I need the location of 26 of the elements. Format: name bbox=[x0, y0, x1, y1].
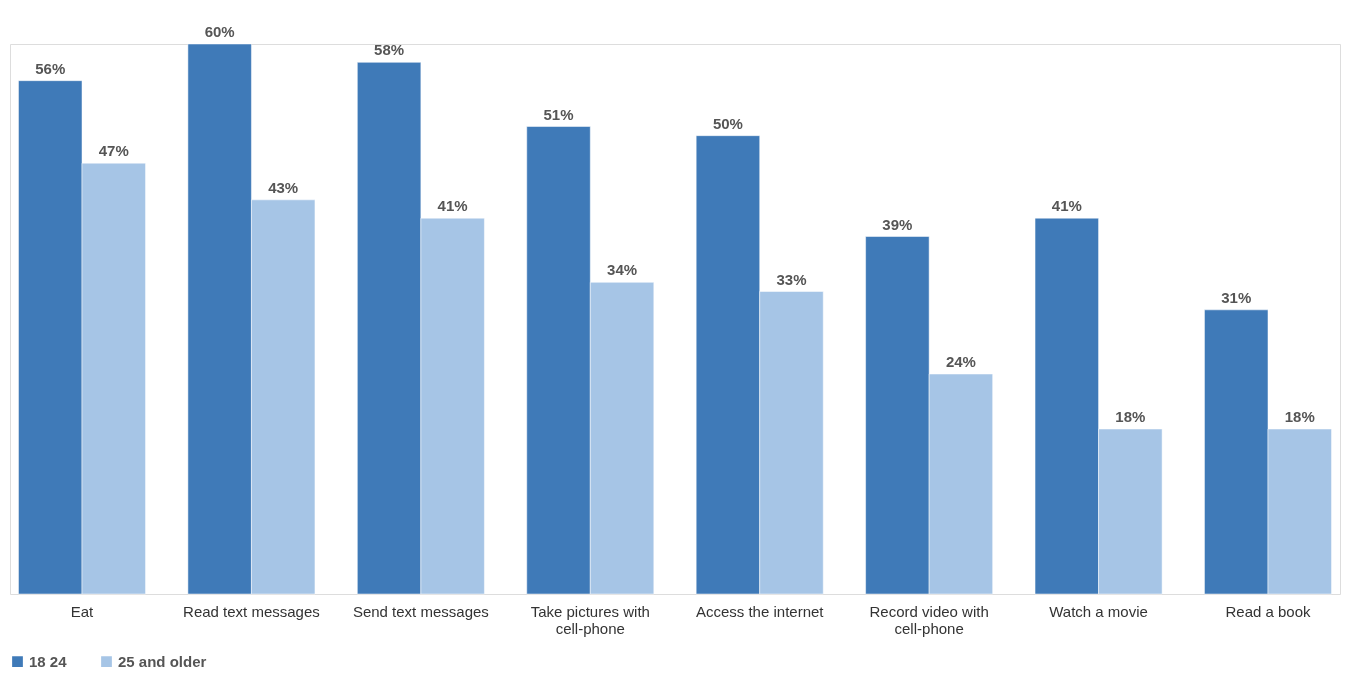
data-label: 43% bbox=[268, 178, 299, 196]
x-tick-label: Eat bbox=[70, 602, 95, 620]
data-label: 47% bbox=[98, 142, 129, 160]
data-label: 50% bbox=[712, 114, 743, 132]
data-label: 41% bbox=[437, 197, 468, 215]
data-label: 51% bbox=[543, 105, 574, 123]
data-label: 24% bbox=[945, 353, 976, 370]
data-label: 34% bbox=[607, 261, 638, 279]
data-label: 39% bbox=[882, 215, 913, 233]
legend-label: 18 24 bbox=[29, 652, 68, 670]
x-tick-label: Read text messages bbox=[183, 602, 320, 620]
data-label: 18% bbox=[1115, 408, 1146, 425]
x-tick-label: Record video with cell-phone bbox=[869, 602, 989, 637]
x-tick-label: Take pictures with cell-phone bbox=[530, 602, 650, 637]
data-label: 18% bbox=[1284, 408, 1315, 425]
legend-label: 25 and older bbox=[118, 652, 207, 670]
data-label: 31% bbox=[1221, 288, 1252, 306]
data-label: 33% bbox=[776, 270, 807, 288]
x-tick-label: Read a book bbox=[1225, 602, 1312, 620]
x-tick-label: Access the internet bbox=[695, 602, 825, 620]
data-label: 56% bbox=[35, 59, 66, 77]
x-tick-label: Watch a movie bbox=[1049, 602, 1148, 620]
x-tick-label: Send text messages bbox=[352, 602, 489, 620]
data-label: 60% bbox=[204, 23, 235, 40]
data-label: 58% bbox=[374, 41, 405, 59]
data-label: 41% bbox=[1051, 197, 1082, 215]
